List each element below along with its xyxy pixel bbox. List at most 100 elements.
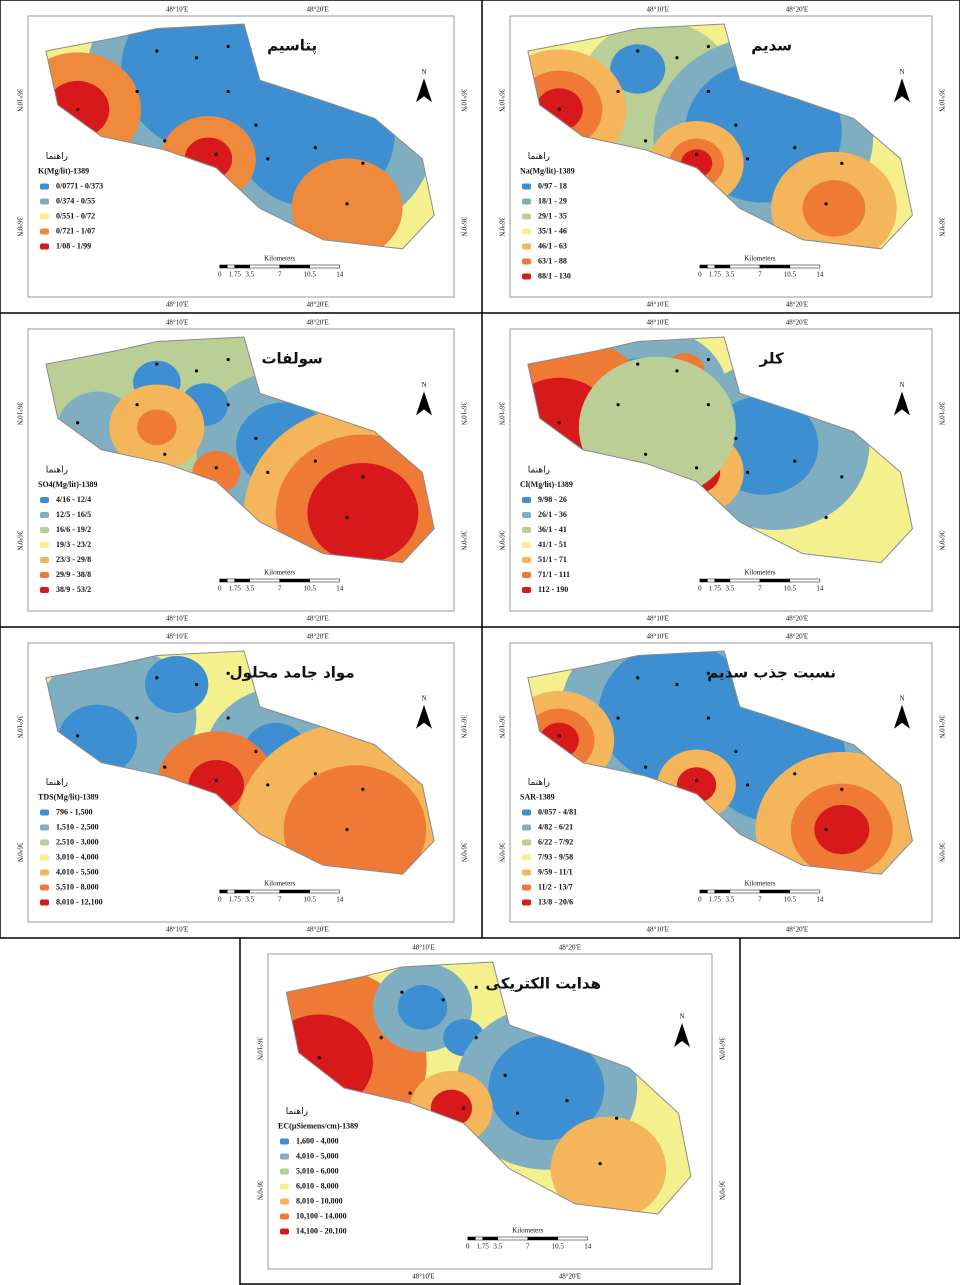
- sample-point: [504, 1074, 507, 1077]
- legend-swatch: [40, 199, 49, 205]
- legend-swatch: [522, 840, 531, 846]
- sample-point: [76, 734, 79, 737]
- sample-point: [76, 421, 79, 424]
- legend-label: 5,010 - 6,000: [296, 1166, 339, 1175]
- sample-point: [793, 459, 796, 462]
- legend-swatch: [522, 572, 531, 578]
- sample-point: [195, 369, 198, 372]
- coord-label: 48°10'E: [647, 633, 669, 641]
- legend-swatch: [40, 244, 49, 250]
- map-title: نسبت جذب سدیم: [707, 664, 836, 682]
- legend-label: 10,100 - 14,000: [296, 1211, 347, 1220]
- legend-swatch: [522, 274, 531, 280]
- legend-title: Na(Mg/lit)-1389: [520, 166, 575, 175]
- sample-point: [254, 437, 257, 440]
- sample-point: [734, 437, 737, 440]
- legend-swatch: [280, 1169, 289, 1175]
- sample-point: [840, 475, 843, 478]
- scale-segment: [280, 579, 310, 582]
- legend-swatch: [522, 885, 531, 891]
- legend-swatch: [522, 229, 531, 235]
- legend-label: 796 - 1,500: [56, 807, 93, 816]
- scale-tick-label: 3.5: [493, 1243, 502, 1251]
- legend-label: 4/16 - 12/4: [56, 495, 91, 504]
- legend-label: 0/374 - 0/55: [56, 196, 95, 205]
- legend-swatch: [280, 1139, 289, 1145]
- sample-point: [695, 779, 698, 782]
- scale-segment: [730, 579, 760, 582]
- legend-label: 5,510 - 8,000: [56, 882, 99, 891]
- coord-label: 36°0'N: [937, 842, 945, 862]
- scale-tick-label: 14: [816, 585, 824, 593]
- map-panel: هدایت الکتریکیNراهنماEC(µSiemens/cm)-138…: [212, 944, 725, 1281]
- coord-label: 48°10'E: [166, 319, 188, 327]
- sample-point: [163, 139, 166, 142]
- coord-label: 48°10'E: [412, 1273, 434, 1281]
- scale-segment: [235, 265, 250, 268]
- legend-label: 8,010 - 10,000: [296, 1196, 343, 1205]
- scale-tick-label: 1.75: [229, 585, 242, 593]
- sample-point: [314, 772, 317, 775]
- scale-unit: Kilometers: [264, 569, 295, 577]
- scale-segment: [468, 1237, 476, 1240]
- scale-tick-label: 10.5: [304, 585, 317, 593]
- sample-point: [254, 124, 257, 127]
- scale-segment: [790, 890, 820, 893]
- coord-label: 48°20'E: [786, 6, 808, 14]
- sample-point: [636, 676, 639, 679]
- coord-label: 36°10'N: [15, 715, 23, 738]
- legend-swatch: [40, 900, 49, 906]
- sample-point: [746, 471, 749, 474]
- scale-segment: [760, 265, 790, 268]
- legend-label: 0/0771 - 0/373: [56, 181, 103, 190]
- scale-tick-label: 10.5: [784, 896, 797, 904]
- map-title: سدیم: [751, 37, 792, 55]
- coord-label: 48°20'E: [559, 944, 581, 952]
- legend-label: 0/721 - 1/07: [56, 226, 95, 235]
- sample-point: [135, 403, 138, 406]
- coord-label: 48°20'E: [307, 633, 329, 641]
- coord-label: 36°0'N: [15, 531, 23, 551]
- scale-tick-label: 10.5: [304, 896, 317, 904]
- coord-label: 36°0'N: [717, 1180, 725, 1200]
- legend-swatch: [522, 587, 531, 593]
- coord-label: 48°20'E: [786, 615, 808, 623]
- coord-label: 36°10'N: [459, 715, 467, 738]
- sample-point: [345, 516, 348, 519]
- legend-swatch: [522, 497, 531, 503]
- scale-tick-label: 7: [278, 271, 282, 279]
- scale-tick-label: 3.5: [726, 896, 735, 904]
- legend-swatch: [280, 1229, 289, 1235]
- sample-point: [227, 403, 230, 406]
- legend-title: SO4(Mg/lit)-1389: [38, 480, 98, 489]
- north-label: N: [899, 68, 904, 76]
- sample-point: [793, 146, 796, 149]
- legend-swatch: [40, 810, 49, 816]
- legend-label: 35/1 - 46: [538, 226, 567, 235]
- legend-swatch: [40, 855, 49, 861]
- sample-point: [155, 676, 158, 679]
- legend-label: 4/82 - 6/21: [538, 822, 573, 831]
- coord-label: 36°0'N: [15, 217, 23, 237]
- map-title: سولفات: [261, 350, 322, 368]
- coord-label: 48°10'E: [166, 633, 188, 641]
- scale-segment: [250, 890, 280, 893]
- legend-swatch: [40, 840, 49, 846]
- sample-point: [675, 369, 678, 372]
- coord-label: 36°10'N: [937, 402, 945, 425]
- scale-segment: [715, 265, 730, 268]
- north-label: N: [421, 381, 426, 389]
- sample-point: [695, 466, 698, 469]
- sample-point: [227, 358, 230, 361]
- sample-point: [558, 421, 561, 424]
- legend-swatch: [40, 870, 49, 876]
- legend-swatch: [522, 244, 531, 250]
- sample-point: [266, 157, 269, 160]
- scale-segment: [707, 579, 715, 582]
- coord-label: 36°0'N: [937, 531, 945, 551]
- coord-label: 48°20'E: [786, 633, 808, 641]
- legend-label: 4,010 - 5,500: [56, 867, 99, 876]
- coord-label: 36°0'N: [497, 531, 505, 551]
- coord-label: 48°10'E: [647, 319, 669, 327]
- legend-swatch: [40, 557, 49, 563]
